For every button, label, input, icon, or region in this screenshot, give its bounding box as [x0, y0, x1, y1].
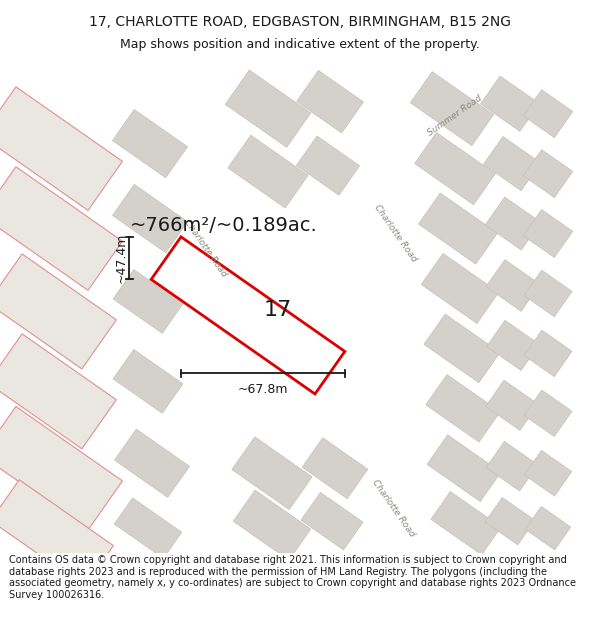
Polygon shape — [232, 437, 312, 509]
Polygon shape — [296, 136, 359, 195]
Polygon shape — [112, 184, 188, 253]
Polygon shape — [233, 490, 311, 560]
Polygon shape — [113, 269, 183, 333]
Text: 17, CHARLOTTE ROAD, EDGBASTON, BIRMINGHAM, B15 2NG: 17, CHARLOTTE ROAD, EDGBASTON, BIRMINGHA… — [89, 15, 511, 29]
Polygon shape — [175, 0, 600, 282]
Text: ~47.4m: ~47.4m — [115, 233, 128, 283]
Polygon shape — [418, 193, 497, 264]
Polygon shape — [485, 197, 541, 250]
Text: Map shows position and indicative extent of the property.: Map shows position and indicative extent… — [120, 38, 480, 51]
Polygon shape — [525, 506, 571, 550]
Polygon shape — [0, 254, 116, 369]
Polygon shape — [410, 72, 494, 146]
Polygon shape — [0, 334, 116, 449]
Polygon shape — [487, 320, 539, 371]
Polygon shape — [486, 259, 540, 311]
Text: Charlotte Road: Charlotte Road — [182, 218, 228, 279]
Polygon shape — [524, 330, 572, 377]
Polygon shape — [301, 492, 363, 550]
Polygon shape — [165, 0, 600, 625]
Polygon shape — [481, 76, 539, 131]
Polygon shape — [424, 314, 500, 382]
Text: ~67.8m: ~67.8m — [238, 383, 288, 396]
Polygon shape — [485, 380, 538, 431]
Polygon shape — [485, 498, 535, 545]
Polygon shape — [524, 451, 572, 496]
Polygon shape — [296, 71, 364, 133]
Polygon shape — [426, 374, 500, 442]
Text: Contains OS data © Crown copyright and database right 2021. This information is : Contains OS data © Crown copyright and d… — [9, 555, 576, 600]
Polygon shape — [302, 438, 368, 499]
Polygon shape — [0, 167, 122, 290]
Polygon shape — [151, 237, 345, 394]
Polygon shape — [85, 325, 515, 625]
Polygon shape — [0, 406, 122, 530]
Polygon shape — [421, 253, 499, 324]
Polygon shape — [115, 429, 190, 498]
Text: Summer Road: Summer Road — [426, 94, 484, 138]
Polygon shape — [484, 136, 541, 191]
Polygon shape — [113, 349, 183, 413]
Polygon shape — [228, 135, 308, 208]
Polygon shape — [0, 0, 436, 601]
Polygon shape — [112, 109, 188, 178]
Text: Charlotte Road: Charlotte Road — [372, 203, 418, 264]
Polygon shape — [523, 149, 573, 198]
Polygon shape — [486, 441, 538, 491]
Text: Charlotte Road: Charlotte Road — [370, 478, 416, 539]
Polygon shape — [415, 132, 496, 205]
Polygon shape — [524, 390, 572, 437]
Text: ~766m²/~0.189ac.: ~766m²/~0.189ac. — [130, 216, 318, 235]
Polygon shape — [524, 270, 572, 317]
Text: 17: 17 — [264, 301, 292, 321]
Polygon shape — [225, 70, 311, 148]
Polygon shape — [0, 87, 122, 211]
Polygon shape — [523, 90, 573, 138]
Polygon shape — [0, 480, 113, 586]
Polygon shape — [427, 435, 501, 502]
Polygon shape — [431, 491, 501, 555]
Polygon shape — [523, 209, 573, 258]
Polygon shape — [114, 498, 182, 558]
